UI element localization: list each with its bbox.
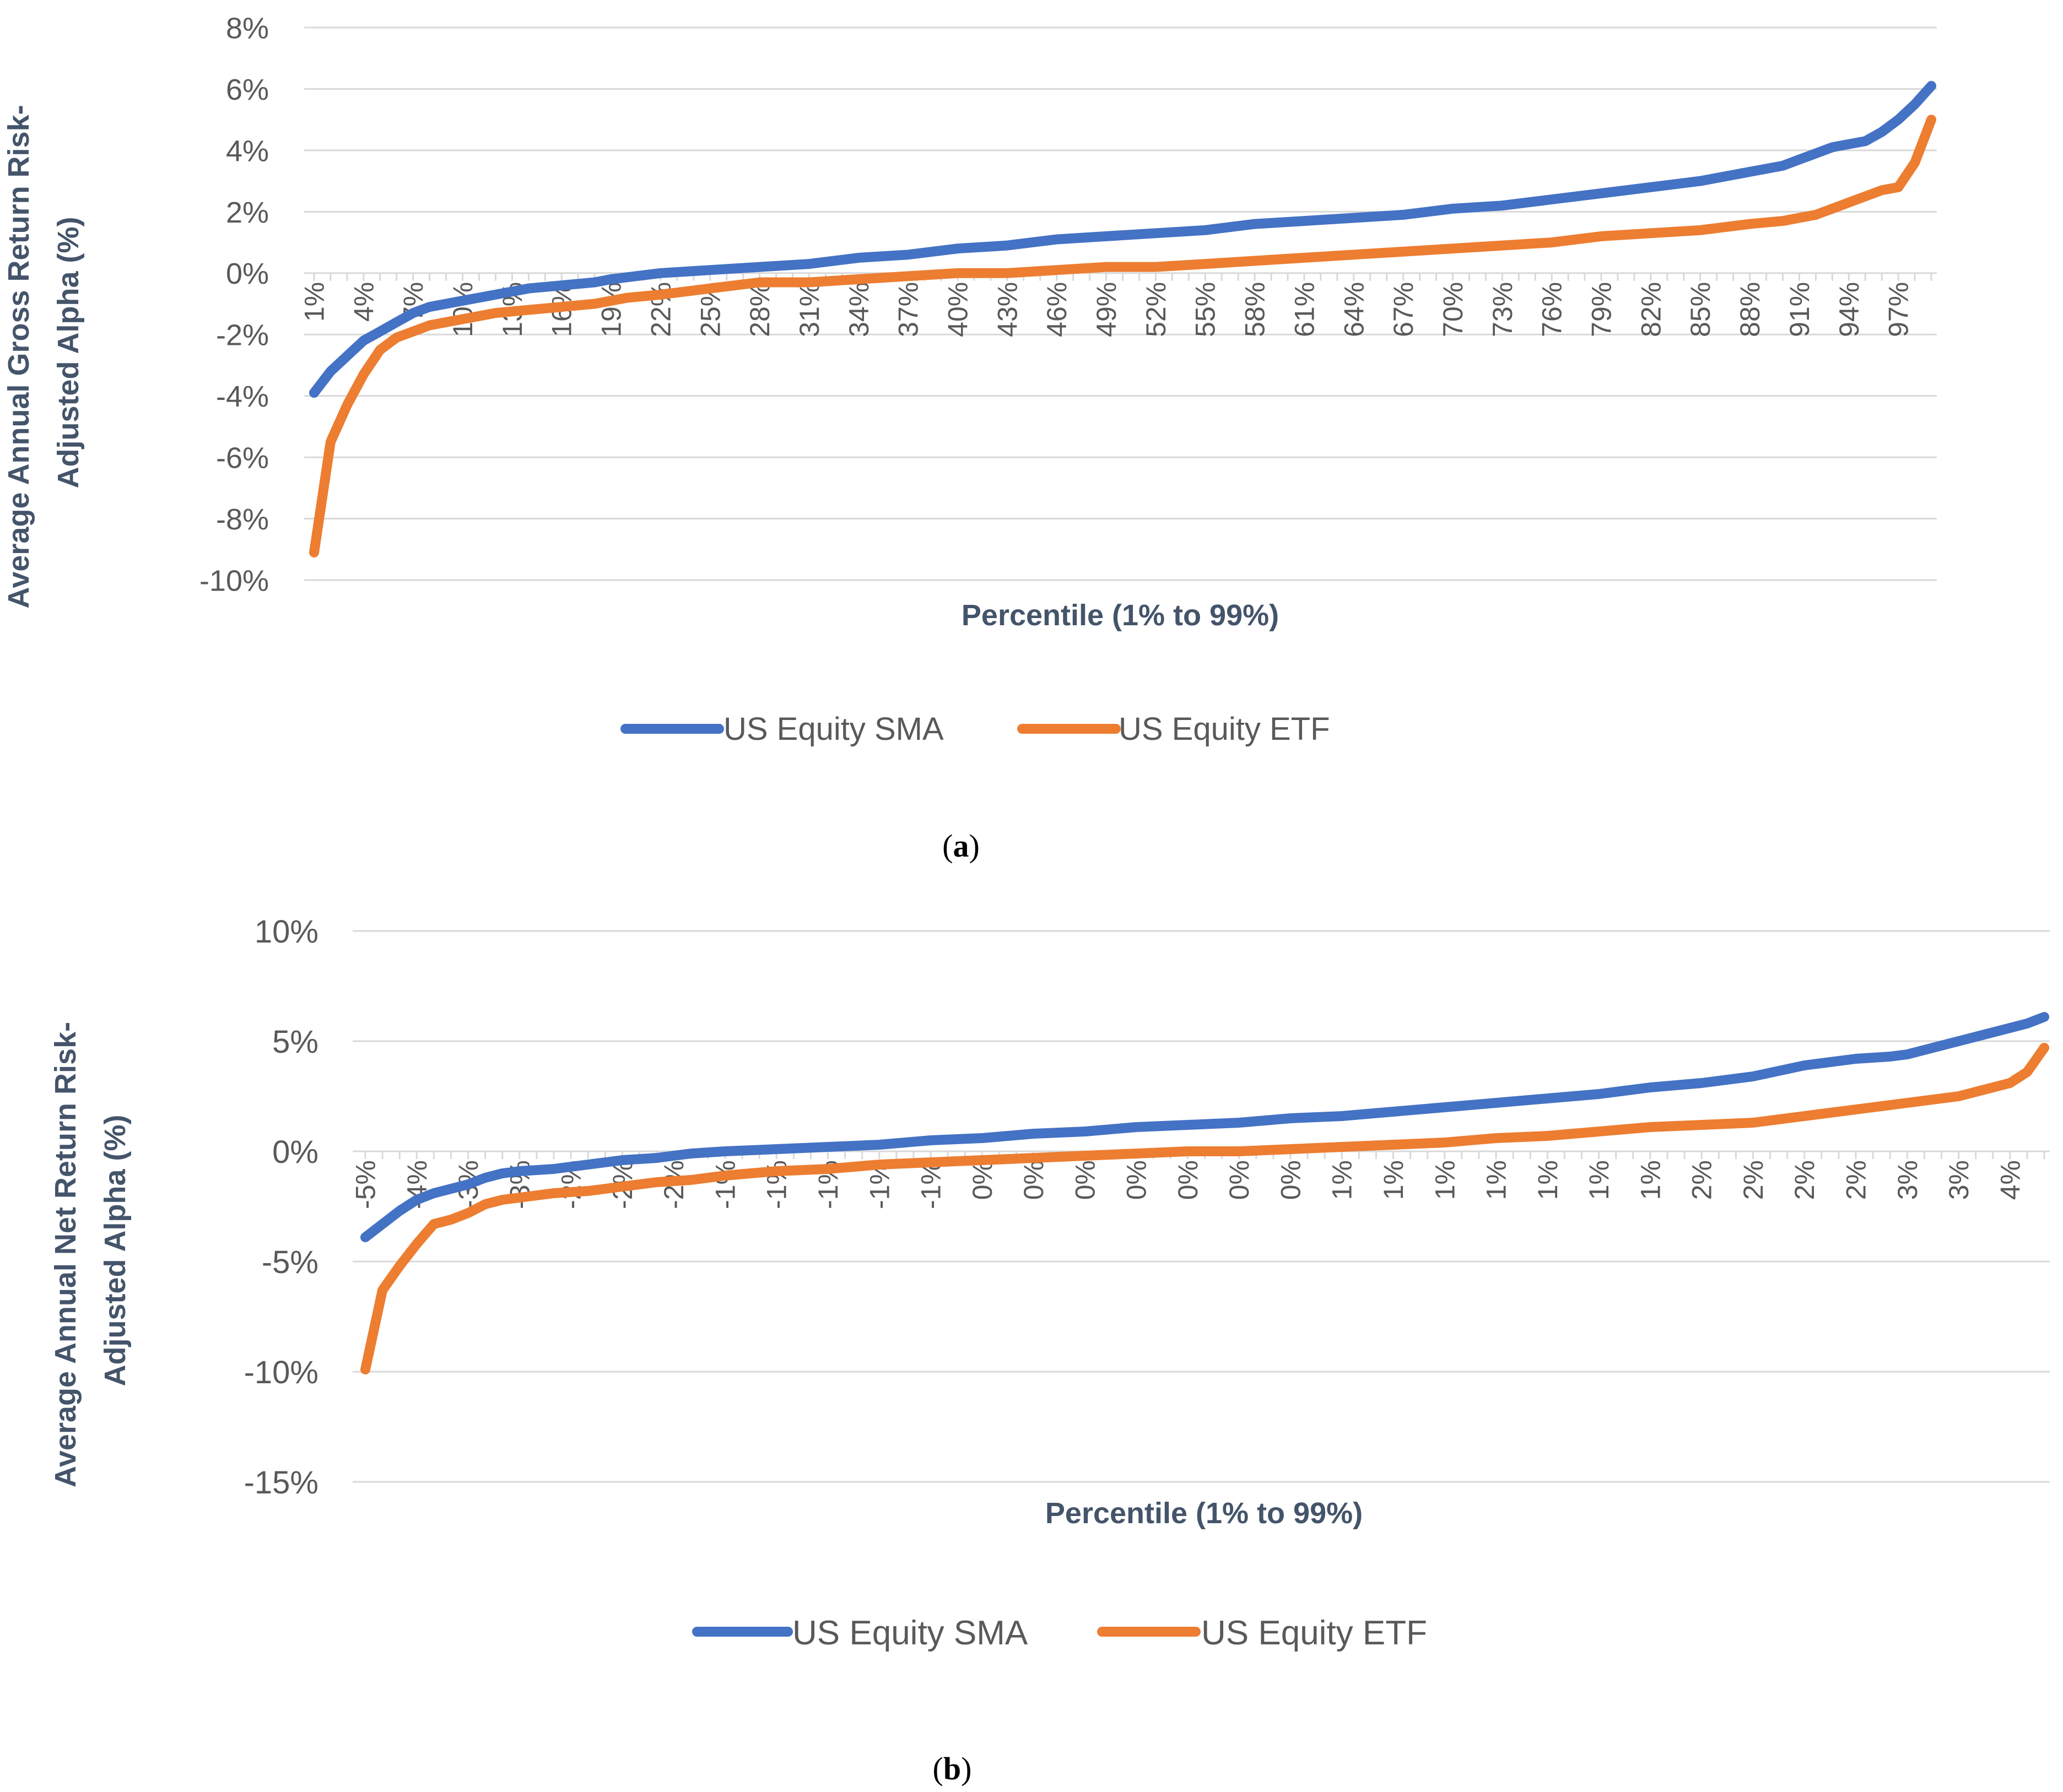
panel-b-x-tick-label: 0% [1275, 1160, 1306, 1200]
panel-b-x-tick-label: 1% [1532, 1160, 1563, 1200]
panel-b-y-tick-label: 0% [272, 1134, 318, 1170]
panel-a-x-tick-label: 76% [1537, 282, 1568, 337]
panel-a-x-tick-label: 55% [1190, 282, 1221, 337]
panel-a-x-tick-label: 10% [447, 282, 478, 337]
panel-b-x-tick-label: 1% [1327, 1160, 1358, 1200]
panel-b-x-tick-label: 0% [1173, 1160, 1203, 1200]
panel-b-y-axis-title: Average Annual Net Return Risk- Adjusted… [49, 1014, 132, 1487]
panel-b-x-tick-label: 4% [1995, 1160, 2026, 1200]
panel-b-x-tick-label: 2% [1738, 1160, 1769, 1200]
panel-b-x-axis-title: Percentile (1% to 99%) [1045, 1497, 1363, 1530]
panel-a-x-tick-label: 64% [1338, 282, 1369, 337]
panel-a-y-tick-labels: 8% 6% 4% 2% 0% -2% -4% -6% -8% -10% [199, 12, 269, 597]
panel-a-x-tick-label: 82% [1635, 282, 1666, 337]
panel-b-series-sma-line [360, 1012, 2049, 1242]
panel-b-x-tick-label: -1% [710, 1160, 741, 1209]
panel-a-x-tick-label: 40% [943, 282, 974, 337]
panel-b-x-tick-label: 1% [1635, 1160, 1666, 1200]
panel-a-gridlines [304, 26, 1937, 581]
panel-a-series-lines [309, 80, 1936, 557]
panel-a-x-tick-label: 94% [1834, 282, 1865, 337]
panel-a-y-tick-label: 4% [226, 134, 269, 167]
panel-a-legend: US Equity SMA US Equity ETF [620, 711, 1330, 747]
panel-b-legend-label-etf: US Equity ETF [1201, 1614, 1427, 1652]
panel-b: 10%5%0%-5%-10%-15% -5% -4% -3% -3% -2% -2% -2%… [49, 914, 2050, 1786]
panel-b-x-tick-label: -1% [916, 1160, 947, 1209]
panel-b-x-tick-label: 0% [967, 1160, 998, 1200]
panel-a-x-tick-label: 58% [1240, 282, 1271, 337]
panel-a-x-tick-label: 85% [1685, 282, 1716, 337]
panel-b-legend-label-sma: US Equity SMA [792, 1614, 1028, 1652]
panel-b-x-tick-label: 1% [1481, 1160, 1512, 1200]
panel-a-y-tick-label: 8% [226, 12, 269, 45]
panel-b-x-tick-label: 1% [1378, 1160, 1409, 1200]
panel-a-x-tick-label: 91% [1784, 282, 1815, 337]
panel-b-series-etf-line [360, 1043, 2049, 1374]
panel-a-y-tick-label: -8% [216, 503, 269, 536]
panel-b-x-tick-label: 2% [1789, 1160, 1820, 1200]
panel-a-x-tick-label: 34% [844, 282, 874, 337]
panel-b-x-tick-label: 0% [1070, 1160, 1100, 1200]
panel-a-y-tick-label: 2% [226, 196, 269, 229]
panel-b-y-tick-label: 5% [272, 1024, 318, 1060]
panel-b-x-tick-label: 3% [1943, 1160, 1974, 1200]
panel-b-y-tick-label: -15% [244, 1465, 318, 1501]
panel-b-y-tick-labels: 10% 5% 0% -5% -10% -15% [244, 914, 318, 1501]
panel-b-y-tick-label: -5% [262, 1244, 318, 1280]
panel-a-y-tick-label: -6% [216, 442, 269, 475]
panel-b-y-tick-label: 10% [255, 914, 318, 950]
panel-a-x-tick-label: 19% [596, 282, 627, 337]
panel-a-x-tick-label: 52% [1141, 282, 1171, 337]
panel-a-x-tick-label: 88% [1735, 282, 1765, 337]
panel-b-x-tick-label: 0% [1018, 1160, 1049, 1200]
panel-a-y-tick-label: -10% [199, 564, 269, 597]
panel-b-y-tick-label: -10% [244, 1355, 318, 1390]
panel-a-x-axis-title: Percentile (1% to 99%) [962, 599, 1279, 632]
panel-a-x-tick-label: 31% [794, 282, 825, 337]
panel-a-x-tick-label: 37% [893, 282, 924, 337]
panel-a-x-tick-label: 79% [1586, 282, 1617, 337]
panel-a-legend-label-sma: US Equity SMA [723, 711, 944, 747]
panel-a-y-tick-label: 0% [226, 257, 269, 290]
panel-a-x-tick-label: 28% [744, 282, 775, 337]
panel-b-caption: (b) [933, 1751, 972, 1786]
panel-b-x-tick-label: 1% [1429, 1160, 1460, 1200]
panel-a-x-tick-label: 97% [1883, 282, 1914, 337]
panel-a-y-axis-title: Average Annual Gross Return Risk- Adjust… [2, 96, 85, 608]
panel-a-x-tick-label: 61% [1289, 282, 1320, 337]
panel-a-y-tick-label: -4% [216, 380, 269, 413]
panel-a-x-tick-label: 49% [1091, 282, 1122, 337]
panel-a-x-tick-label: 70% [1438, 282, 1468, 337]
panel-b-x-tick-label: 3% [1892, 1160, 1923, 1200]
panel-b-x-tick-label: 0% [1121, 1160, 1152, 1200]
panel-b-x-tick-label: -5% [350, 1160, 381, 1209]
panel-b-x-tick-label: 0% [1224, 1160, 1255, 1200]
panel-a-legend-label-etf: US Equity ETF [1119, 711, 1330, 747]
panel-a-series-sma-line [309, 80, 1936, 398]
panel-a-caption: (a) [942, 828, 980, 864]
panel-a-x-tick-label: 67% [1388, 282, 1419, 337]
panel-a-x-tick-label: 73% [1487, 282, 1518, 337]
panel-b-x-tick-label: 2% [1840, 1160, 1871, 1200]
panel-a: 8%6%4%2%0%-2%-4%-6%-8%-10% 1% 4% 7% 10% 13% 1… [2, 12, 1937, 864]
panel-a-x-tick-label: 4% [348, 282, 379, 322]
panel-b-legend: US Equity SMA US Equity ETF [692, 1614, 1427, 1652]
panel-b-x-tick-label: 2% [1687, 1160, 1718, 1200]
panel-b-x-tick-label: 1% [1584, 1160, 1614, 1200]
panel-a-x-tick-label: 1% [299, 282, 330, 322]
panel-a-y-tick-label: -2% [216, 319, 269, 352]
panel-a-x-tick-label: 43% [992, 282, 1023, 337]
panel-b-series-lines [360, 1012, 2049, 1374]
panel-a-x-tick-label: 46% [1041, 282, 1072, 337]
panel-a-series-etf-line [309, 115, 1936, 557]
panel-a-y-tick-label: 6% [226, 73, 269, 106]
